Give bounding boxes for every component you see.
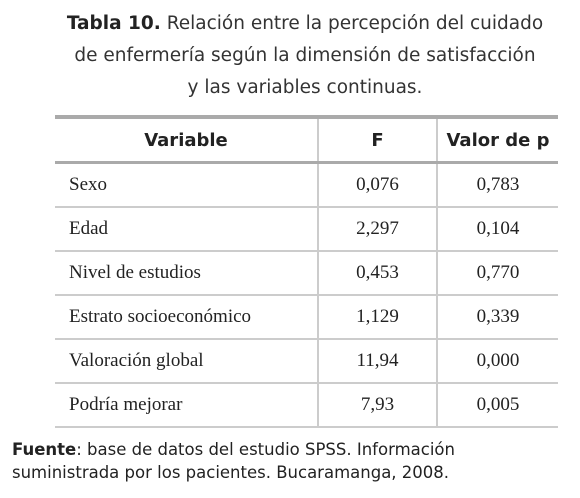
- footer: Fuente: base de datos del estudio SPSS. …: [12, 438, 552, 484]
- table-cell: 0,453: [317, 251, 437, 296]
- table-cell: Podría mejorar: [55, 383, 318, 428]
- footer-label: Fuente: [12, 440, 77, 459]
- table-cell: 0,770: [436, 251, 558, 296]
- table-row: Edad 2,297 0,104: [55, 207, 558, 252]
- footer-text: : base de datos del estudio SPSS. Inform…: [12, 440, 455, 482]
- table-cell: Estrato socioeconómico: [55, 295, 318, 340]
- table-cell: Edad: [55, 207, 318, 252]
- column-header: Variable: [55, 115, 318, 164]
- header-row: Variable F Valor de p: [55, 115, 558, 164]
- table-cell: 0,783: [436, 162, 558, 208]
- table-row: Valoración global 11,94 0,000: [55, 339, 558, 384]
- table-cell: Nivel de estudios: [55, 251, 318, 296]
- column-header: F: [317, 115, 437, 164]
- caption-line: Relación entre la percepción del cuidado: [166, 13, 544, 34]
- table-cell: 0,104: [436, 207, 558, 252]
- table-cell: Valoración global: [55, 339, 318, 384]
- table-cell: 2,297: [317, 207, 437, 252]
- caption: Tabla 10. Relación entre la percepción d…: [30, 8, 580, 104]
- table-row: Nivel de estudios 0,453 0,770: [55, 251, 558, 296]
- table-cell: 0,339: [436, 295, 558, 340]
- table-cell: Sexo: [55, 162, 318, 208]
- data-table: Variable F Valor de p Sexo 0,076 0,783 Edad 2,…: [55, 115, 558, 428]
- caption-line: de enfermería según la dimensión de sati…: [74, 45, 536, 66]
- table-body: Sexo 0,076 0,783 Edad 2,297 0,104 Nivel de est…: [55, 162, 558, 428]
- table-cell: 11,94: [317, 339, 437, 384]
- caption-line: y las variables continuas.: [187, 77, 423, 98]
- table-row: Sexo 0,076 0,783: [55, 162, 558, 208]
- table-row: Podría mejorar 7,93 0,005: [55, 383, 558, 428]
- table-cell: 0,005: [436, 383, 558, 428]
- caption-label: Tabla 10.: [66, 13, 161, 34]
- table-cell: 0,076: [317, 162, 437, 208]
- table-cell: 7,93: [317, 383, 437, 428]
- column-header: Valor de p: [436, 115, 558, 164]
- table-row: Estrato socioeconómico 1,129 0,339: [55, 295, 558, 340]
- table-cell: 0,000: [436, 339, 558, 384]
- table-cell: 1,129: [317, 295, 437, 340]
